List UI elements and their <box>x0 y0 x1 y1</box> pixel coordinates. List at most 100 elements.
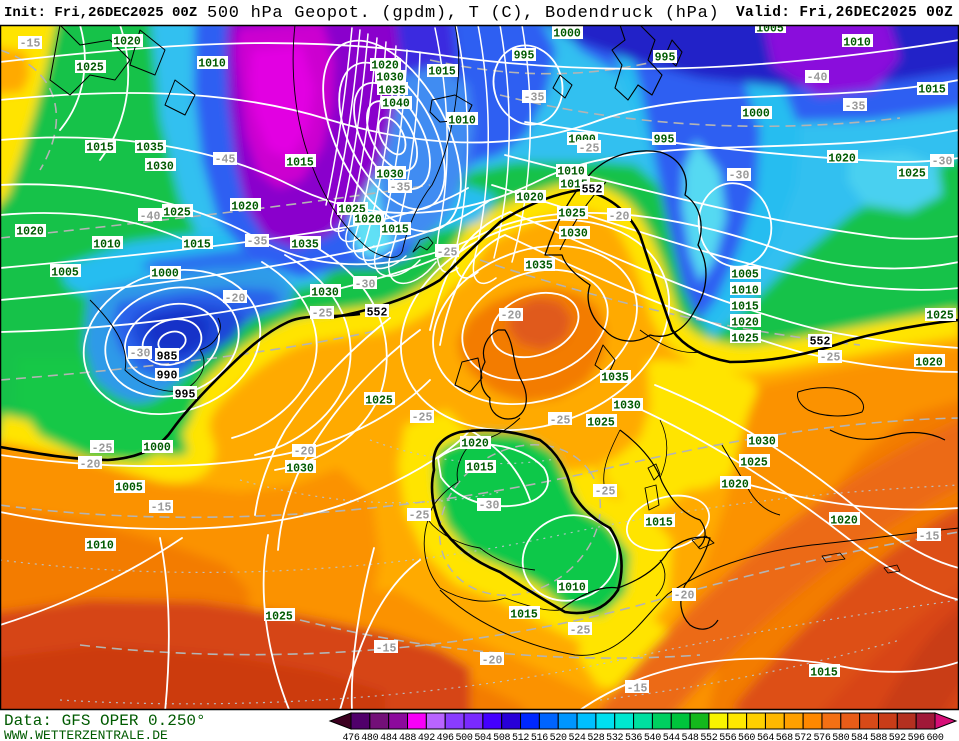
svg-text:-20: -20 <box>501 310 522 323</box>
svg-text:1025: 1025 <box>365 395 393 408</box>
svg-text:1020: 1020 <box>731 317 759 330</box>
svg-text:1010: 1010 <box>93 239 121 252</box>
svg-text:-35: -35 <box>390 182 411 195</box>
svg-text:484: 484 <box>380 733 397 741</box>
svg-text:1030: 1030 <box>613 400 641 413</box>
svg-text:1035: 1035 <box>525 260 553 273</box>
svg-text:-20: -20 <box>80 459 101 472</box>
svg-text:-35: -35 <box>845 101 866 114</box>
svg-text:1020: 1020 <box>371 60 399 73</box>
svg-text:1015: 1015 <box>810 667 838 680</box>
svg-text:995: 995 <box>175 389 196 402</box>
svg-text:990: 990 <box>157 370 178 383</box>
svg-text:508: 508 <box>493 733 510 741</box>
svg-text:1030: 1030 <box>376 169 404 182</box>
svg-text:Valid: Fri,26DEC2025 00Z: Valid: Fri,26DEC2025 00Z <box>736 5 953 21</box>
svg-text:1035: 1035 <box>601 372 629 385</box>
svg-text:1005: 1005 <box>731 269 759 282</box>
svg-text:-30: -30 <box>729 170 750 183</box>
svg-text:-25: -25 <box>579 143 600 156</box>
svg-text:-25: -25 <box>409 510 430 523</box>
svg-text:568: 568 <box>776 733 793 741</box>
svg-text:528: 528 <box>587 733 604 741</box>
svg-text:1030: 1030 <box>748 436 776 449</box>
svg-text:540: 540 <box>644 733 661 741</box>
svg-text:1020: 1020 <box>231 201 259 214</box>
svg-text:-20: -20 <box>609 211 630 224</box>
svg-text:-20: -20 <box>482 655 503 668</box>
svg-text:-30: -30 <box>479 500 500 513</box>
svg-text:1035: 1035 <box>378 85 406 98</box>
svg-text:572: 572 <box>795 733 812 741</box>
svg-text:552: 552 <box>700 733 717 741</box>
svg-text:496: 496 <box>437 733 454 741</box>
svg-text:1010: 1010 <box>843 37 871 50</box>
svg-text:552: 552 <box>367 307 388 320</box>
svg-text:1000: 1000 <box>553 28 581 41</box>
svg-text:-25: -25 <box>570 625 591 638</box>
svg-text:1010: 1010 <box>558 582 586 595</box>
svg-text:1020: 1020 <box>354 214 382 227</box>
svg-text:1030: 1030 <box>286 463 314 476</box>
svg-text:1025: 1025 <box>163 207 191 220</box>
svg-text:1015: 1015 <box>645 517 673 530</box>
svg-text:985: 985 <box>157 351 178 364</box>
svg-text:1015: 1015 <box>286 157 314 170</box>
svg-text:576: 576 <box>813 733 830 741</box>
svg-text:-40: -40 <box>807 72 828 85</box>
svg-text:524: 524 <box>569 733 586 741</box>
svg-text:-15: -15 <box>376 643 397 656</box>
svg-text:1025: 1025 <box>740 457 768 470</box>
svg-text:1005: 1005 <box>51 267 79 280</box>
svg-text:1015: 1015 <box>86 142 114 155</box>
svg-text:492: 492 <box>418 733 435 741</box>
svg-text:548: 548 <box>682 733 699 741</box>
svg-text:480: 480 <box>361 733 378 741</box>
svg-text:1010: 1010 <box>198 58 226 71</box>
svg-text:500: 500 <box>455 733 472 741</box>
svg-text:1020: 1020 <box>828 153 856 166</box>
svg-text:564: 564 <box>757 733 774 741</box>
svg-text:-20: -20 <box>225 293 246 306</box>
svg-text:1020: 1020 <box>830 515 858 528</box>
svg-text:1010: 1010 <box>86 540 114 553</box>
svg-text:-20: -20 <box>294 446 315 459</box>
svg-text:504: 504 <box>474 733 491 741</box>
svg-text:-25: -25 <box>312 308 333 321</box>
svg-text:580: 580 <box>832 733 849 741</box>
svg-text:1015: 1015 <box>183 239 211 252</box>
svg-text:Init: Fri,26DEC2025 00Z: Init: Fri,26DEC2025 00Z <box>4 5 197 21</box>
svg-text:1035: 1035 <box>136 142 164 155</box>
svg-text:1015: 1015 <box>381 224 409 237</box>
svg-text:1020: 1020 <box>113 36 141 49</box>
svg-text:995: 995 <box>655 52 676 65</box>
svg-text:560: 560 <box>738 733 755 741</box>
svg-text:512: 512 <box>512 733 529 741</box>
svg-text:488: 488 <box>399 733 416 741</box>
svg-text:1025: 1025 <box>731 333 759 346</box>
svg-text:1015: 1015 <box>918 84 946 97</box>
svg-text:1015: 1015 <box>428 66 456 79</box>
svg-text:1020: 1020 <box>915 357 943 370</box>
svg-text:-15: -15 <box>919 531 940 544</box>
svg-text:-30: -30 <box>355 279 376 292</box>
svg-text:556: 556 <box>719 733 736 741</box>
svg-text:-45: -45 <box>215 154 236 167</box>
svg-text:1030: 1030 <box>146 161 174 174</box>
svg-text:-15: -15 <box>20 38 41 51</box>
svg-text:1020: 1020 <box>516 192 544 205</box>
svg-text:520: 520 <box>550 733 567 741</box>
svg-text:-30: -30 <box>130 348 151 361</box>
svg-text:WWW.WETTERZENTRALE.DE: WWW.WETTERZENTRALE.DE <box>4 728 168 741</box>
svg-text:596: 596 <box>908 733 925 741</box>
svg-text:1025: 1025 <box>898 168 926 181</box>
svg-text:1000: 1000 <box>742 108 770 121</box>
svg-text:500 hPa Geopot. (gpdm), T (C),: 500 hPa Geopot. (gpdm), T (C), Bodendruc… <box>207 4 719 23</box>
svg-text:-35: -35 <box>247 236 268 249</box>
svg-text:584: 584 <box>851 733 868 741</box>
svg-text:516: 516 <box>531 733 548 741</box>
svg-text:1010: 1010 <box>448 115 476 128</box>
svg-text:1020: 1020 <box>461 438 489 451</box>
svg-text:536: 536 <box>625 733 642 741</box>
svg-text:588: 588 <box>870 733 887 741</box>
